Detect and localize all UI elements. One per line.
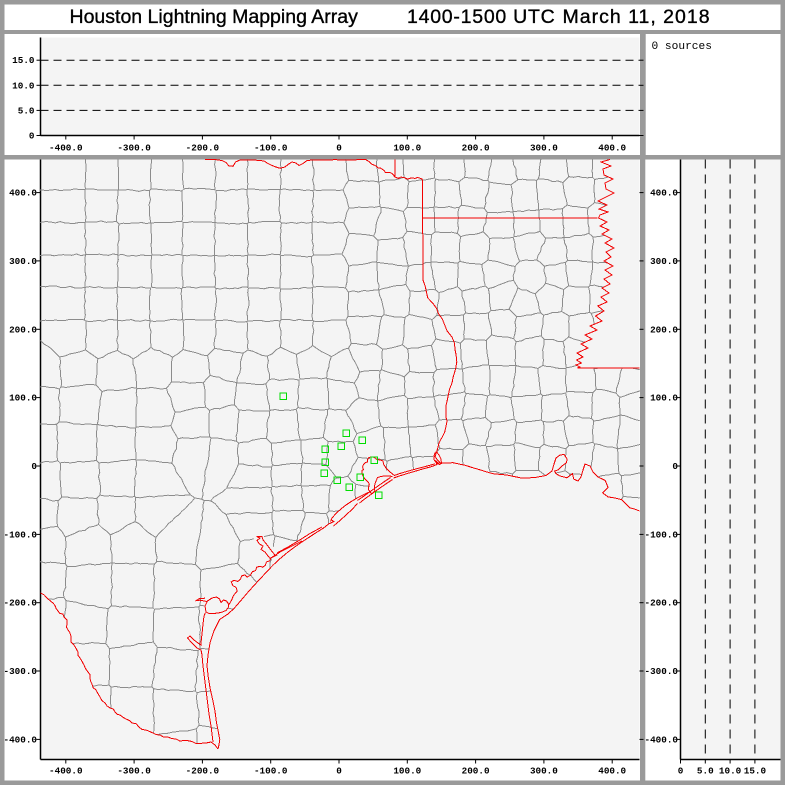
svg-text:0: 0 (31, 461, 37, 472)
svg-text:-400.0: -400.0 (49, 766, 83, 777)
svg-text:100.0: 100.0 (650, 393, 678, 404)
svg-text:15.0: 15.0 (12, 55, 35, 66)
svg-text:-100.0: -100.0 (254, 143, 288, 154)
svg-text:Houston Lightning Mapping Arra: Houston Lightning Mapping Array (70, 6, 359, 28)
svg-text:400.0: 400.0 (598, 766, 626, 777)
svg-text:300.0: 300.0 (530, 143, 558, 154)
svg-text:-200.0: -200.0 (4, 598, 38, 609)
svg-text:10.0: 10.0 (719, 766, 742, 777)
svg-text:200.0: 200.0 (9, 324, 37, 335)
svg-text:-100.0: -100.0 (254, 766, 288, 777)
svg-text:300.0: 300.0 (530, 766, 558, 777)
svg-text:0: 0 (678, 766, 684, 777)
svg-text:-400.0: -400.0 (645, 734, 679, 745)
svg-text:0: 0 (336, 143, 342, 154)
svg-text:-400.0: -400.0 (4, 734, 38, 745)
svg-text:5.0: 5.0 (697, 766, 714, 777)
svg-text:0: 0 (29, 131, 35, 142)
svg-text:200.0: 200.0 (462, 766, 490, 777)
svg-text:-200.0: -200.0 (186, 143, 220, 154)
svg-text:-100.0: -100.0 (645, 529, 679, 540)
svg-text:-200.0: -200.0 (186, 766, 220, 777)
svg-text:-300.0: -300.0 (645, 666, 679, 677)
svg-text:15.0: 15.0 (744, 766, 767, 777)
svg-text:-100.0: -100.0 (4, 529, 38, 540)
svg-text:-300.0: -300.0 (4, 666, 38, 677)
svg-text:200.0: 200.0 (462, 143, 490, 154)
svg-text:0: 0 (672, 461, 678, 472)
svg-text:0 sources: 0 sources (652, 41, 712, 53)
svg-text:-300.0: -300.0 (117, 143, 151, 154)
svg-text:0: 0 (336, 766, 342, 777)
svg-text:-300.0: -300.0 (117, 766, 151, 777)
svg-text:100.0: 100.0 (9, 393, 37, 404)
svg-text:300.0: 300.0 (650, 256, 678, 267)
svg-text:400.0: 400.0 (598, 143, 626, 154)
svg-text:400.0: 400.0 (650, 188, 678, 199)
svg-text:200.0: 200.0 (650, 324, 678, 335)
svg-text:March 11, 2018: March 11, 2018 (563, 6, 711, 28)
svg-text:300.0: 300.0 (9, 256, 37, 267)
svg-text:-400.0: -400.0 (49, 143, 83, 154)
svg-text:100.0: 100.0 (393, 143, 421, 154)
svg-text:100.0: 100.0 (393, 766, 421, 777)
svg-text:10.0: 10.0 (12, 80, 35, 91)
svg-text:400.0: 400.0 (9, 188, 37, 199)
svg-text:1400-1500 UTC: 1400-1500 UTC (407, 6, 556, 28)
svg-text:-200.0: -200.0 (645, 598, 679, 609)
svg-text:5.0: 5.0 (18, 105, 35, 116)
